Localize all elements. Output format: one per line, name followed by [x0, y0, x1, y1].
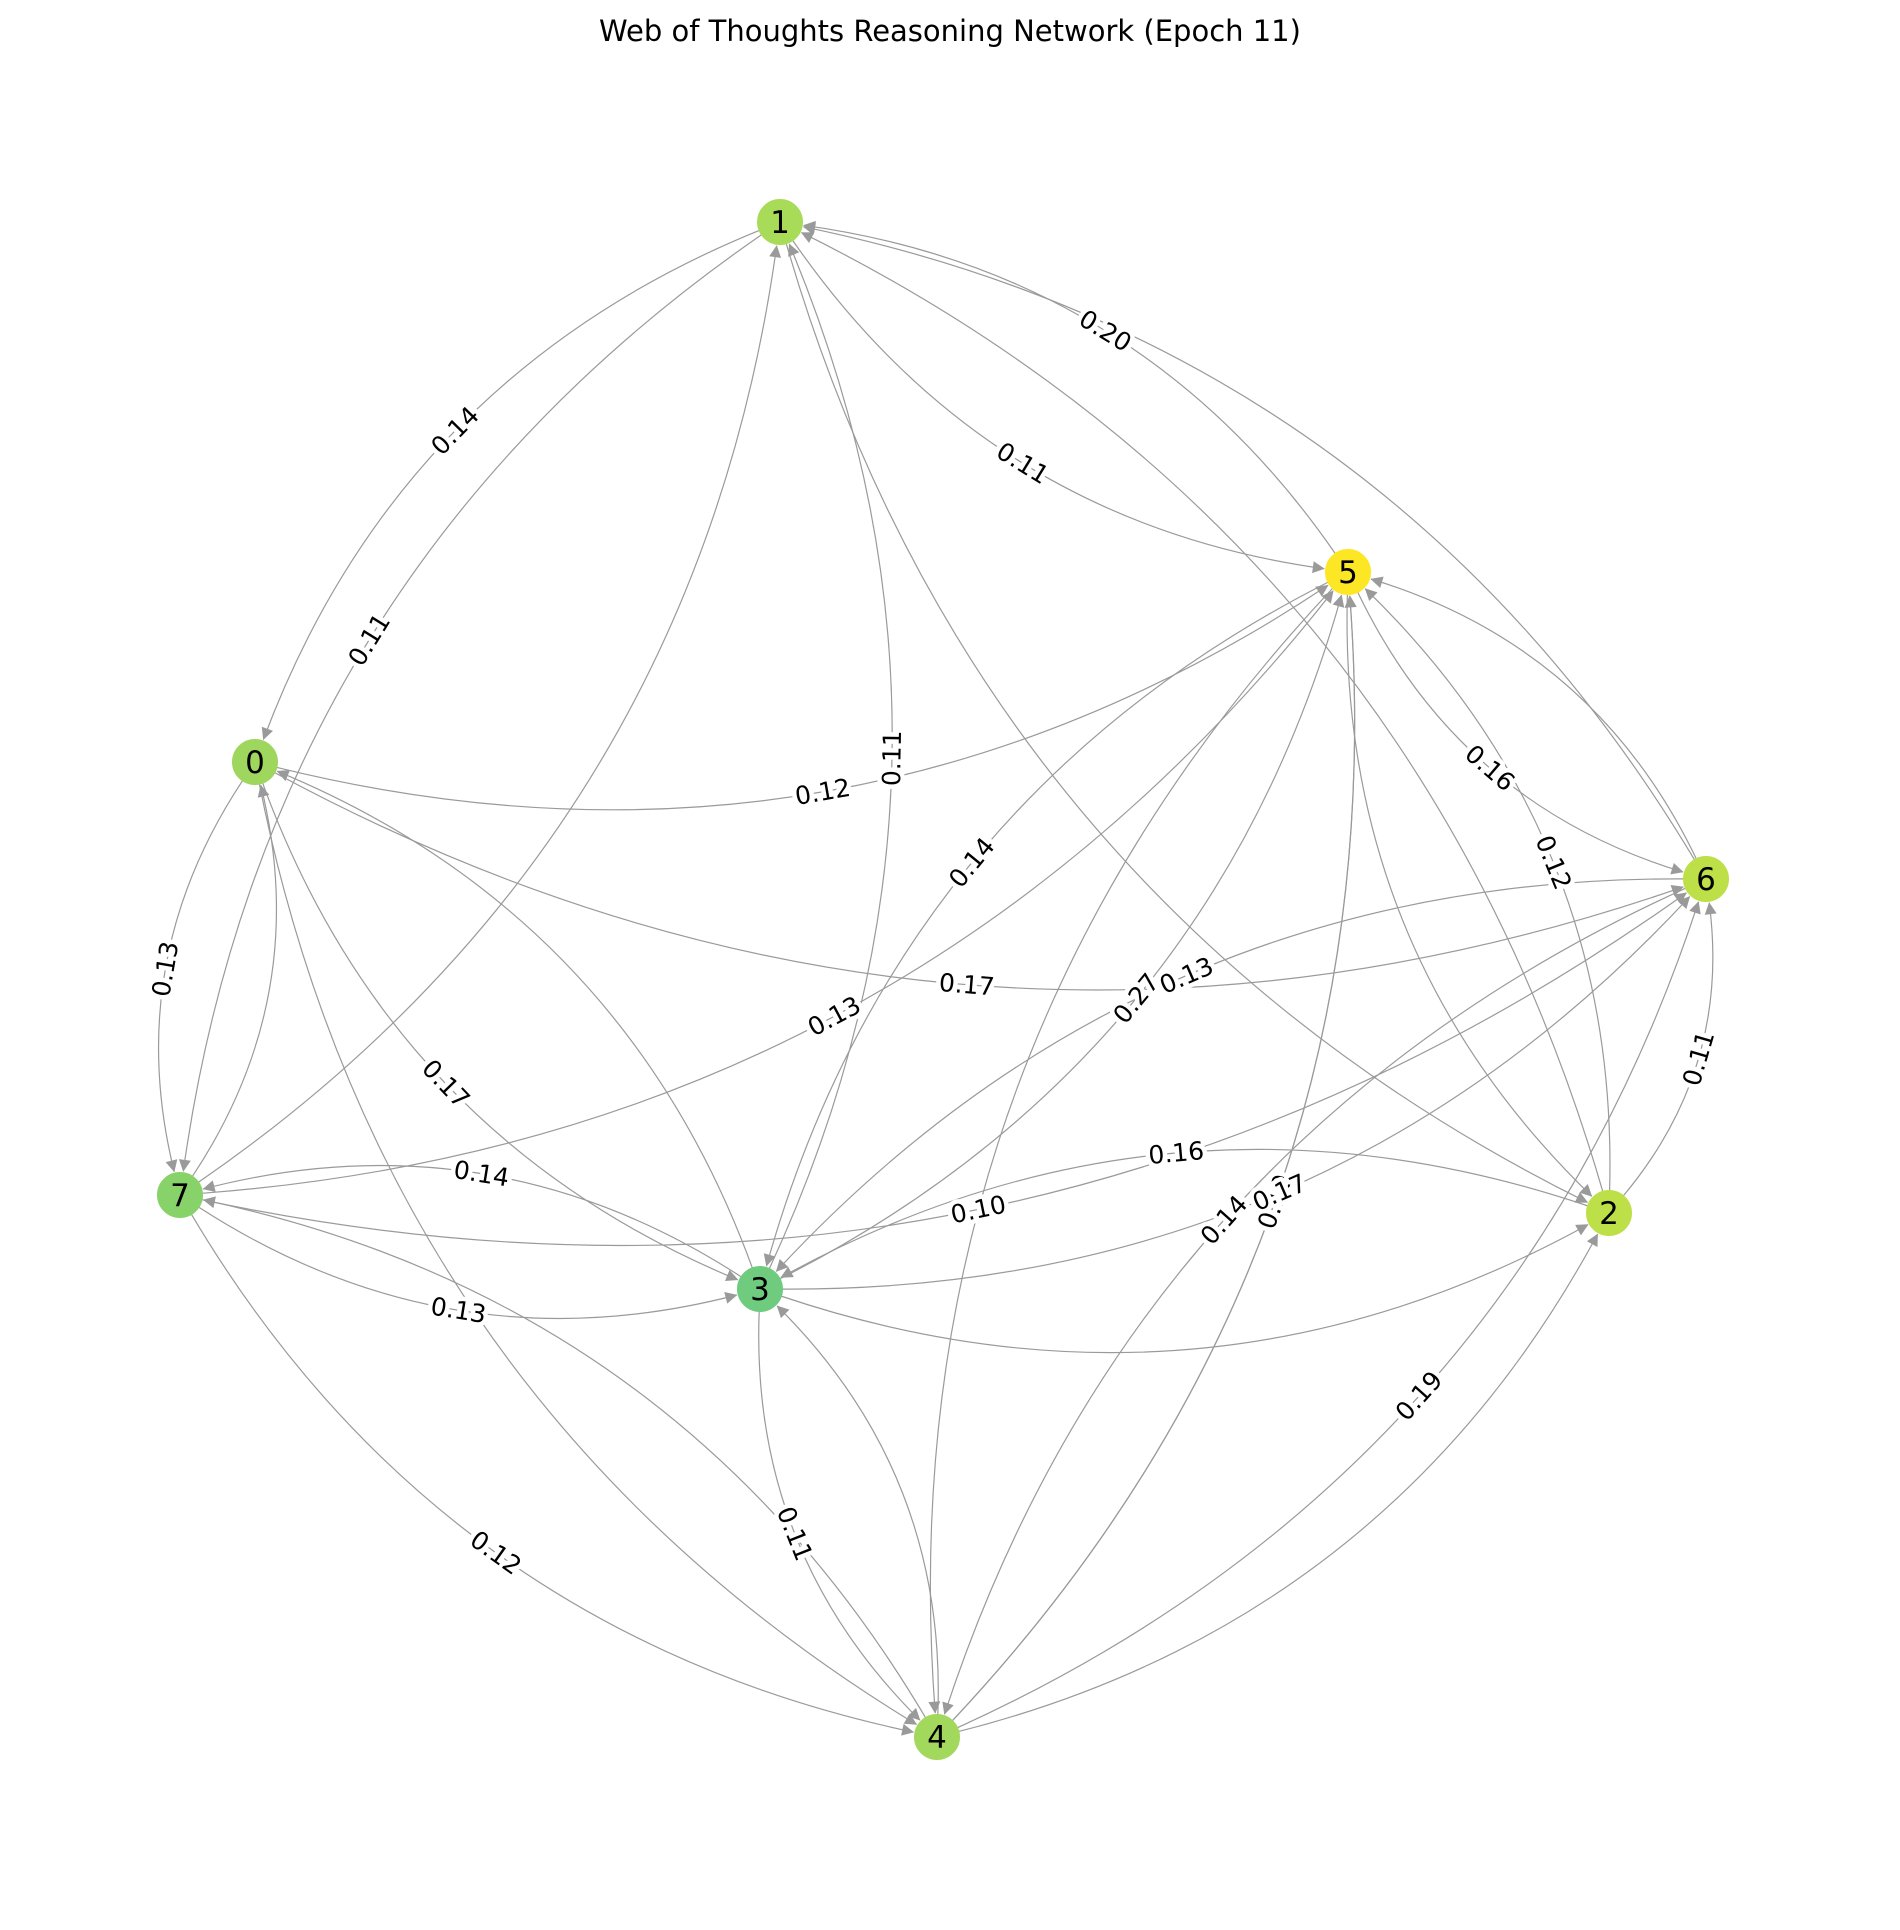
- edge-7-to-4: [190, 1213, 915, 1736]
- edge-5-to-4: [928, 587, 1334, 1714]
- edge-0-to-6: [274, 771, 1684, 991]
- nodes-layer: 0 1 2 3 4 5 6 7: [157, 199, 1729, 1760]
- node-0-circle: [232, 739, 278, 785]
- edge-7-to-5: [201, 590, 1334, 1194]
- edge-0-to-5: [276, 584, 1329, 811]
- edge-label-5-to-3: 0.14: [943, 832, 1001, 893]
- node-6-label: 6: [1696, 862, 1716, 898]
- edge-4-to-6: [956, 901, 1701, 1729]
- edge-label-3-to-7: 0.14: [452, 1155, 512, 1193]
- node-0: 0: [232, 739, 278, 785]
- node-3: 3: [737, 1266, 783, 1312]
- node-5: 5: [1325, 549, 1371, 595]
- edge-1-to-5: [792, 239, 1325, 574]
- edge-label-7-to-4: 0.12: [465, 1525, 527, 1581]
- edge-0-to-4: [258, 783, 918, 1726]
- edge-2-to-5: [1364, 588, 1611, 1192]
- edge-label-2-to-6: 0.11: [1677, 1028, 1720, 1090]
- edge-label-5-to-6: 0.16: [1459, 739, 1520, 797]
- edge-6-to-5: [1370, 576, 1698, 860]
- edges-layer: [157, 220, 1717, 1736]
- edge-label-0-to-6: 0.17: [938, 968, 996, 1001]
- edge-label-2-to-3: 0.16: [1147, 1136, 1205, 1170]
- node-1: 1: [757, 199, 803, 245]
- node-5-circle: [1325, 549, 1371, 595]
- edge-label-3-to-1: 0.11: [877, 730, 907, 786]
- edge-7-to-0: [191, 784, 278, 1178]
- node-1-circle: [757, 199, 803, 245]
- edge-label-5-to-1: 0.20: [1074, 304, 1137, 358]
- node-7: 7: [157, 1172, 203, 1218]
- node-0-label: 0: [245, 745, 265, 781]
- edge-4-to-7: [202, 1196, 927, 1719]
- node-2-label: 2: [1599, 1196, 1619, 1232]
- edge-4-to-5: [951, 595, 1357, 1722]
- edge-5-to-3: [763, 581, 1329, 1267]
- edge-7-to-1: [197, 245, 782, 1183]
- edge-label-7-to-3: 0.13: [429, 1292, 489, 1330]
- edge-label-1-to-5: 0.11: [991, 436, 1054, 490]
- node-4-circle: [914, 1714, 960, 1760]
- edge-3-to-2: [780, 1224, 1589, 1354]
- edge-3-to-5: [779, 594, 1345, 1280]
- node-7-circle: [157, 1172, 203, 1218]
- edge-label-4-to-6: 0.19: [1390, 1366, 1449, 1427]
- edge-0-to-3: [261, 782, 739, 1281]
- node-4: 4: [914, 1714, 960, 1760]
- edge-label-0-to-7: 0.13: [146, 939, 184, 999]
- edge-6-to-1: [802, 223, 1696, 861]
- node-7-label: 7: [170, 1178, 190, 1214]
- node-2-circle: [1586, 1190, 1632, 1236]
- edge-label-1-to-7: 0.11: [342, 608, 396, 671]
- edge-3-to-7: [202, 1164, 742, 1278]
- edge-label-6-to-4: 0.14: [1195, 1190, 1254, 1251]
- edge-3-to-4: [758, 1310, 921, 1721]
- edge-label-7-to-5: 0.13: [803, 990, 866, 1042]
- node-2: 2: [1586, 1190, 1632, 1236]
- edge-labels-layer: 0.140.110.110.200.110.120.170.130.170.13…: [142, 299, 1725, 1585]
- edge-4-to-2: [958, 1233, 1599, 1733]
- node-5-label: 5: [1338, 555, 1358, 591]
- edge-2-to-1: [800, 232, 1604, 1193]
- edge-5-to-2: [1346, 593, 1593, 1197]
- edge-5-to-6: [1356, 591, 1684, 875]
- node-4-label: 4: [927, 1720, 947, 1756]
- node-1-label: 1: [770, 205, 790, 241]
- edge-label-3-to-4: 0.11: [771, 1502, 818, 1564]
- edge-label-6-to-3: 0.13: [1155, 951, 1218, 1000]
- edge-3-to-0: [276, 770, 754, 1269]
- edge-1-to-7: [178, 234, 763, 1172]
- edge-label-0-to-5: 0.12: [793, 773, 853, 811]
- node-3-circle: [737, 1266, 783, 1312]
- diagram-title: Web of Thoughts Reasoning Network (Epoch…: [599, 14, 1301, 48]
- edge-5-to-1: [803, 220, 1336, 555]
- edge-6-to-3: [775, 878, 1685, 1272]
- edge-0-to-7: [157, 779, 244, 1173]
- edge-label-7-to-6: 0.10: [948, 1190, 1008, 1230]
- edge-3-to-1: [768, 243, 893, 1270]
- node-6-circle: [1683, 856, 1729, 902]
- edge-label-2-to-5: 0.12: [1530, 831, 1578, 894]
- node-6: 6: [1683, 856, 1729, 902]
- edge-2-to-6: [1622, 902, 1717, 1197]
- edge-3-to-6: [781, 896, 1691, 1290]
- edge-1-to-2: [785, 242, 1589, 1203]
- edge-1-to-0: [261, 229, 760, 741]
- node-3-label: 3: [750, 1272, 770, 1308]
- edge-2-to-3: [780, 1148, 1589, 1278]
- edge-4-to-3: [776, 1305, 939, 1716]
- edge-6-to-4: [942, 887, 1687, 1715]
- edge-7-to-3: [198, 1206, 738, 1320]
